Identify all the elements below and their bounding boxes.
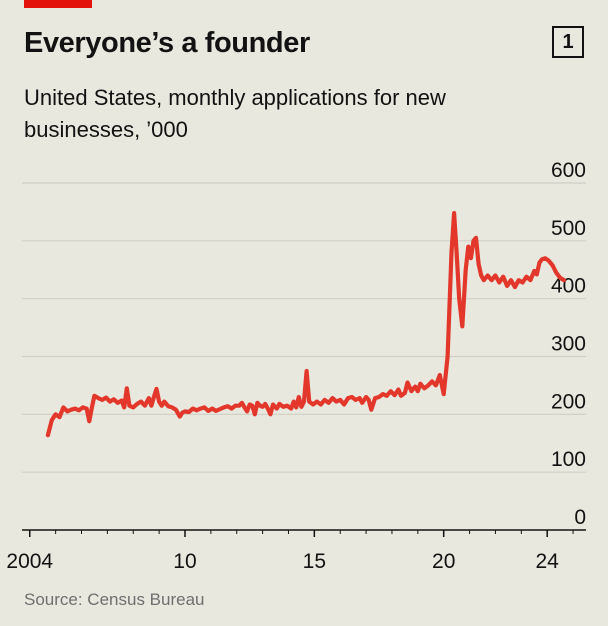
x-tick-label: 10 xyxy=(173,550,196,573)
y-tick-label: 0 xyxy=(574,506,586,529)
y-tick-label: 300 xyxy=(551,333,586,356)
y-tick-label: 500 xyxy=(551,217,586,240)
chart-number-badge: 1 xyxy=(552,26,584,58)
chart-title: Everyone’s a founder xyxy=(24,27,310,59)
source-note: Source: Census Bureau xyxy=(24,590,205,609)
y-tick-label: 600 xyxy=(551,159,586,182)
x-tick-label: 2004 xyxy=(6,550,53,573)
x-tick-label: 20 xyxy=(432,550,455,573)
y-tick-label: 100 xyxy=(551,448,586,471)
chart-subtitle: United States, monthly applications for … xyxy=(24,85,446,142)
x-tick-label: 15 xyxy=(303,550,326,573)
y-tick-label: 200 xyxy=(551,390,586,413)
series-line-business-applications xyxy=(45,211,567,438)
y-tick-label: 400 xyxy=(551,275,586,298)
red-accent-bar xyxy=(24,0,92,8)
x-tick-label: 24 xyxy=(536,550,560,573)
